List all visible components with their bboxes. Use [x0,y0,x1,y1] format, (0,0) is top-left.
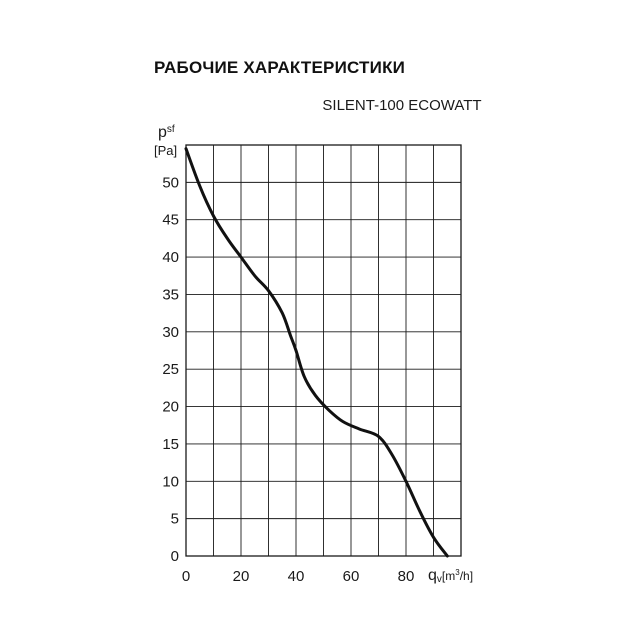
x-tick-label: 40 [288,568,305,585]
x-axis-unit-sup: 3 [455,568,460,577]
x-axis-unit-end: /h] [460,569,473,583]
y-tick-label: 50 [162,174,179,191]
y-tick-label: 20 [162,399,179,416]
x-axis-label-sub: v [437,574,442,585]
y-axis-unit: [Pa] [154,143,177,158]
chart-series [184,147,449,558]
chart-grid [185,144,462,557]
x-tick-label: 0 [182,568,190,585]
chart-title: SILENT-100 ECOWATT [322,97,481,114]
y-tick-label: 25 [162,361,179,378]
performance-curve [184,147,449,558]
x-axis-label-main: q [428,567,437,584]
y-tick-label: 10 [162,473,179,490]
x-tick-labels: 0 20 40 60 80 [182,568,415,585]
page-title: РАБОЧИЕ ХАРАКТЕРИСТИКИ [154,58,406,77]
x-axis-unit: [m [442,569,455,583]
y-axis-label-main: p [158,124,167,141]
x-axis-label: qv[m3/h] [428,567,473,585]
y-tick-label: 45 [162,212,179,229]
y-tick-label: 15 [162,436,179,453]
y-tick-label: 30 [162,324,179,341]
y-axis-label-sub: sf [167,124,175,135]
y-axis-label: psf [158,124,175,141]
plot-frame [185,144,462,557]
y-tick-label: 0 [171,548,179,565]
y-tick-label: 40 [162,249,179,266]
y-tick-label: 5 [171,511,179,528]
x-tick-label: 80 [398,568,415,585]
y-tick-labels: 0 5 10 15 20 25 30 35 40 45 50 [162,174,179,565]
x-tick-label: 20 [233,568,250,585]
y-tick-label: 35 [162,286,179,303]
x-tick-label: 60 [343,568,360,585]
